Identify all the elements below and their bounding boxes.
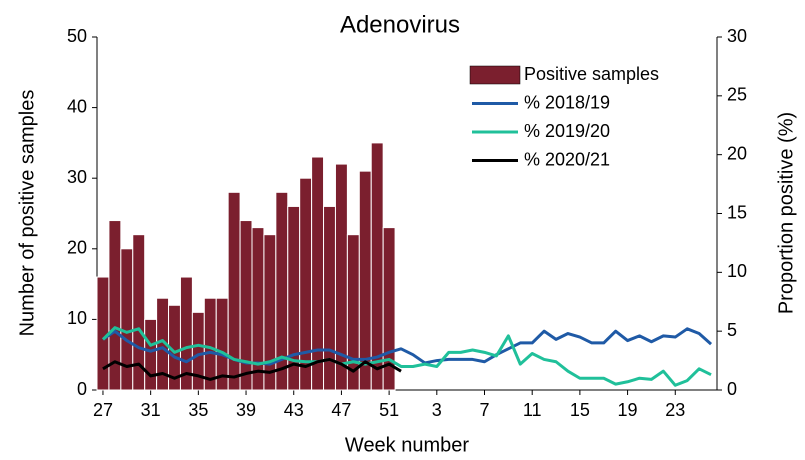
y2-tick-label: 30	[727, 26, 747, 46]
x-tick-label: 7	[479, 400, 489, 420]
x-tick-label: 39	[236, 400, 256, 420]
y2-tick-label: 0	[727, 379, 737, 399]
x-tick-label: 23	[665, 400, 685, 420]
bar	[144, 318, 158, 391]
bar	[120, 248, 134, 391]
legend-label: % 2019/20	[524, 121, 610, 141]
bar	[239, 220, 253, 391]
x-tick-label: 31	[141, 400, 161, 420]
y2-tick-label: 5	[727, 320, 737, 340]
y-tick-label: 40	[67, 96, 87, 116]
y2-axis-label: Proportion positive (%)	[775, 112, 797, 314]
x-tick-label: 27	[93, 400, 113, 420]
legend-label: % 2018/19	[524, 92, 610, 112]
x-tick-label: 11	[523, 400, 542, 420]
y-tick-label: 30	[67, 167, 87, 187]
y-tick-label: 0	[77, 379, 87, 399]
x-tick-label: 43	[284, 400, 304, 420]
legend-label: Positive samples	[524, 64, 659, 84]
bar	[382, 227, 396, 391]
line	[101, 326, 712, 387]
y-tick-label: 10	[67, 308, 87, 328]
x-axis-label: Week number	[345, 434, 469, 456]
x-tick-label: 15	[570, 400, 590, 420]
y2-tick-label: 25	[727, 85, 747, 105]
y2-tick-label: 10	[727, 261, 747, 281]
y2-tick-label: 15	[727, 202, 747, 222]
y-tick-label: 50	[67, 26, 87, 46]
legend-swatch	[469, 65, 521, 85]
x-tick-label: 47	[331, 400, 351, 420]
y-axis-label: Number of positive samples	[16, 90, 38, 337]
bar	[370, 142, 384, 391]
line	[102, 327, 713, 366]
legend-label: % 2020/21	[524, 149, 610, 169]
chart-title: Adenovirus	[340, 11, 460, 38]
x-tick-label: 3	[432, 400, 442, 420]
line	[102, 357, 402, 381]
y-tick-label: 20	[67, 238, 87, 258]
x-tick-label: 51	[379, 400, 399, 420]
bar	[263, 234, 277, 391]
bar	[251, 227, 265, 391]
bar	[132, 234, 146, 391]
y2-tick-label: 20	[727, 143, 747, 163]
x-tick-label: 35	[188, 400, 208, 420]
bar	[299, 177, 313, 391]
bar	[203, 297, 217, 391]
x-tick-label: 19	[618, 400, 638, 420]
bar	[311, 156, 325, 391]
